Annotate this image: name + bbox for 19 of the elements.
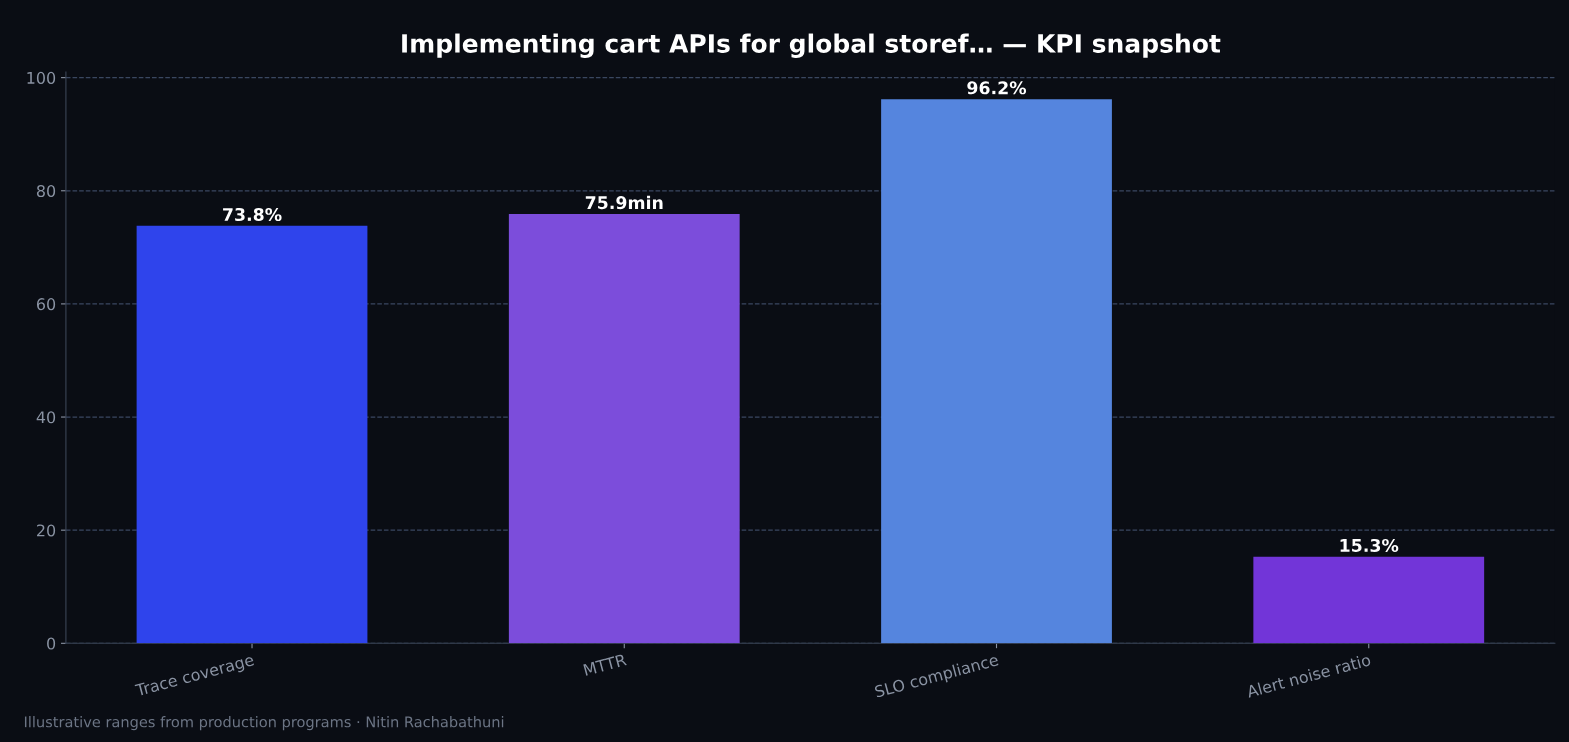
data-label: 96.2% bbox=[967, 81, 1027, 95]
x-tick-label: Trace coverage bbox=[134, 653, 256, 700]
x-tick-label: MTTR bbox=[583, 653, 627, 676]
y-tick-label: 20 bbox=[37, 524, 56, 537]
bar bbox=[881, 99, 1112, 644]
y-tick-label: 80 bbox=[36, 184, 56, 198]
y-tick-label: 100 bbox=[27, 71, 56, 84]
data-label: 73.8% bbox=[223, 207, 282, 222]
bar bbox=[136, 225, 368, 644]
bar bbox=[1253, 556, 1485, 644]
data-label: 15.3% bbox=[1340, 538, 1399, 553]
bar bbox=[508, 213, 740, 644]
y-tick-label: 0 bbox=[47, 637, 56, 650]
data-label: 75.9min bbox=[585, 195, 663, 210]
x-tick-label: Alert noise ratio bbox=[1245, 653, 1372, 698]
chart-title: Implementing cart APIs for global storef… — KPI snapshot bbox=[402, 33, 1221, 58]
text: Illustrative ranges from production programs · Nitin Rachabathuni bbox=[24, 716, 504, 731]
y-tick-label: 60 bbox=[36, 298, 56, 311]
y-tick-label: 40 bbox=[36, 411, 56, 424]
